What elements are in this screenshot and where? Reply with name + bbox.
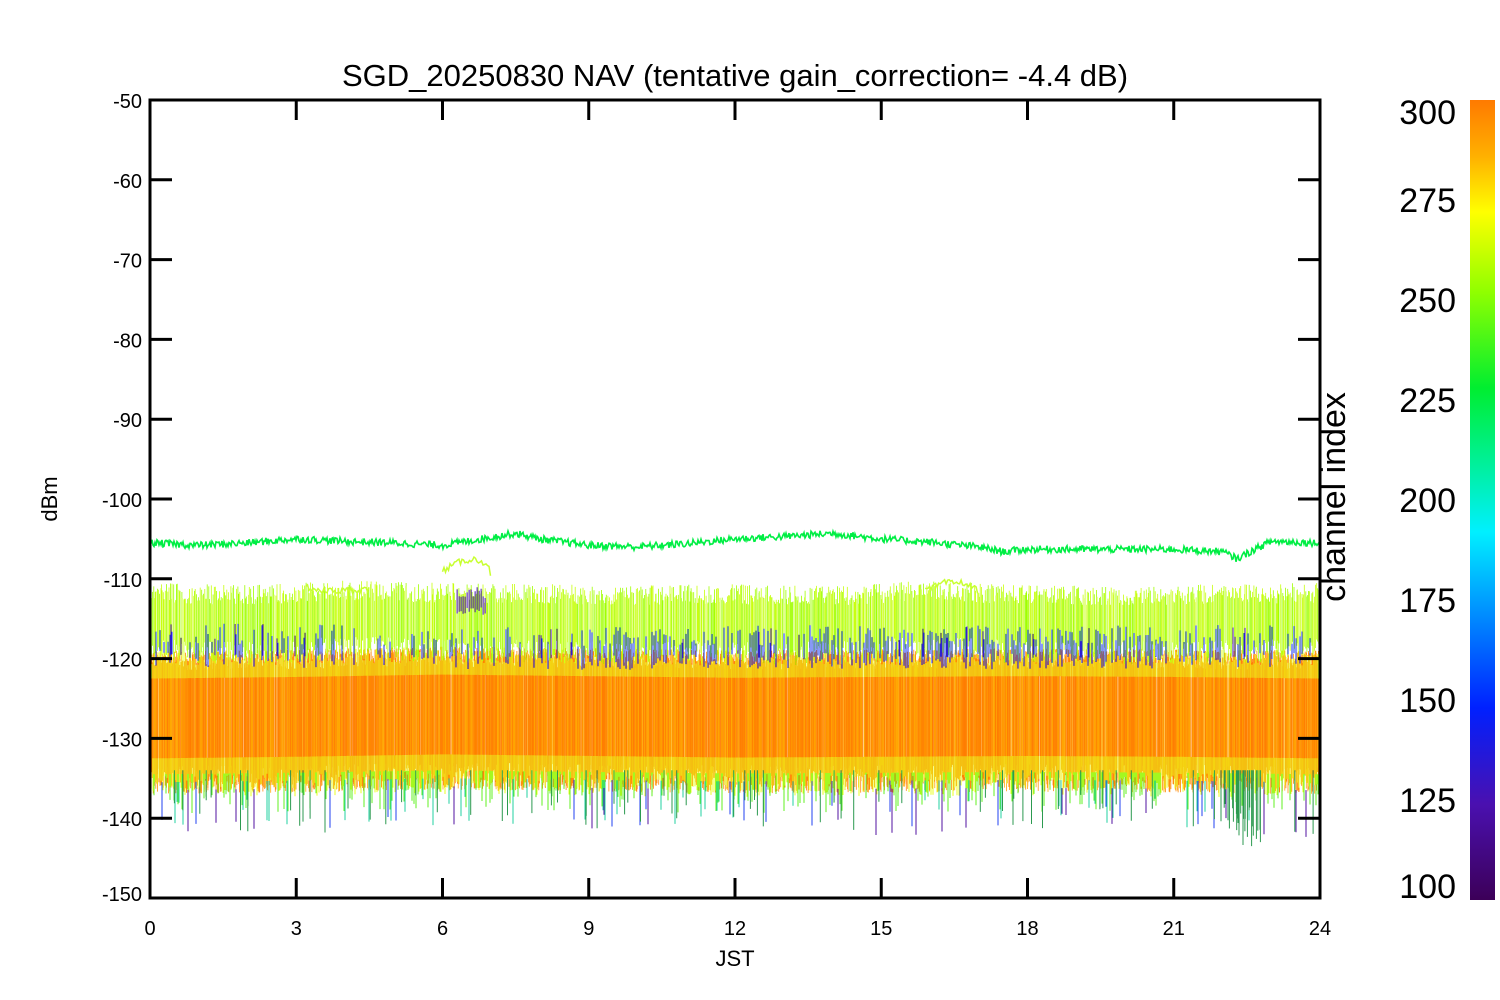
y-tick-label: -110 [103,570,142,592]
series-strong-carrier [150,528,1320,562]
deep-spike-strokes [173,770,1314,847]
series-upper-band [150,580,1320,665]
y-tick-label: -130 [102,729,142,751]
colorbar-tick-label: 175 [1399,582,1456,620]
colorbar-tick-label: 250 [1399,282,1456,320]
x-tick-label: 15 [870,918,892,940]
fringe-yellow [150,646,1320,797]
series-transient [924,577,979,594]
y-tick-label: -120 [102,650,142,672]
y-tick-label: -80 [113,330,142,352]
y-tick-label: -50 [113,91,142,113]
chart-title: SGD_20250830 NAV (tentative gain_correct… [342,58,1128,93]
colorbar-tick-label: 200 [1399,482,1456,520]
colorbar-tick-label: 150 [1399,682,1456,720]
fringe-teal [174,778,1250,828]
y-tick-label: -70 [113,251,142,273]
y-tick-label: -140 [102,809,142,831]
series-transient [441,555,492,576]
series-transient [305,583,370,595]
series-intermittent [155,587,1311,670]
colorbar-tick-label: 125 [1399,782,1456,820]
plot-data [150,528,1320,847]
x-tick-label: 12 [724,918,746,940]
noise-floor-strokes [151,646,1317,794]
x-tick-label: 24 [1309,918,1331,940]
y-axis-label: dBm [37,476,62,521]
x-tick-label: 6 [437,918,448,940]
colorbar-tick-label: 100 [1399,868,1456,906]
colorbar-tick-label: 225 [1399,382,1456,420]
x-tick-label: 3 [291,918,302,940]
y-tick-label: -100 [102,490,142,512]
y-axis: -50 -60 -70 -80 -90 -100 -110 -120 -130 -140 -150 [102,91,1320,906]
y-tick-label: -90 [113,410,142,432]
y-tick-label: -60 [113,171,142,193]
upper-band-strokes-alt [154,580,1319,665]
y-tick-label: -150 [102,884,142,906]
x-tick-label: 9 [583,918,594,940]
x-tick-label: 21 [1163,918,1185,940]
intermittent-strokes [155,623,1311,670]
intermittent-strokes-purple [170,587,1246,659]
x-axis: 0 3 6 9 12 15 18 21 24 [144,100,1331,940]
x-axis-label: JST [715,946,754,971]
colorbar-ticks: 300 275 250 225 200 175 150 125 100 [1399,94,1456,906]
x-tick-label: 0 [144,918,155,940]
series-noise-floor [150,646,1320,794]
colorbar-label: channel index [1315,392,1353,602]
fringe-blue [161,779,1265,829]
x-tick-label: 18 [1016,918,1038,940]
colorbar-tick-label: 300 [1399,94,1456,132]
fringe-purple [187,786,1307,837]
colorbar-tick-label: 275 [1399,182,1456,220]
colorbar [1470,100,1495,900]
series-deep-spikes [173,770,1314,847]
